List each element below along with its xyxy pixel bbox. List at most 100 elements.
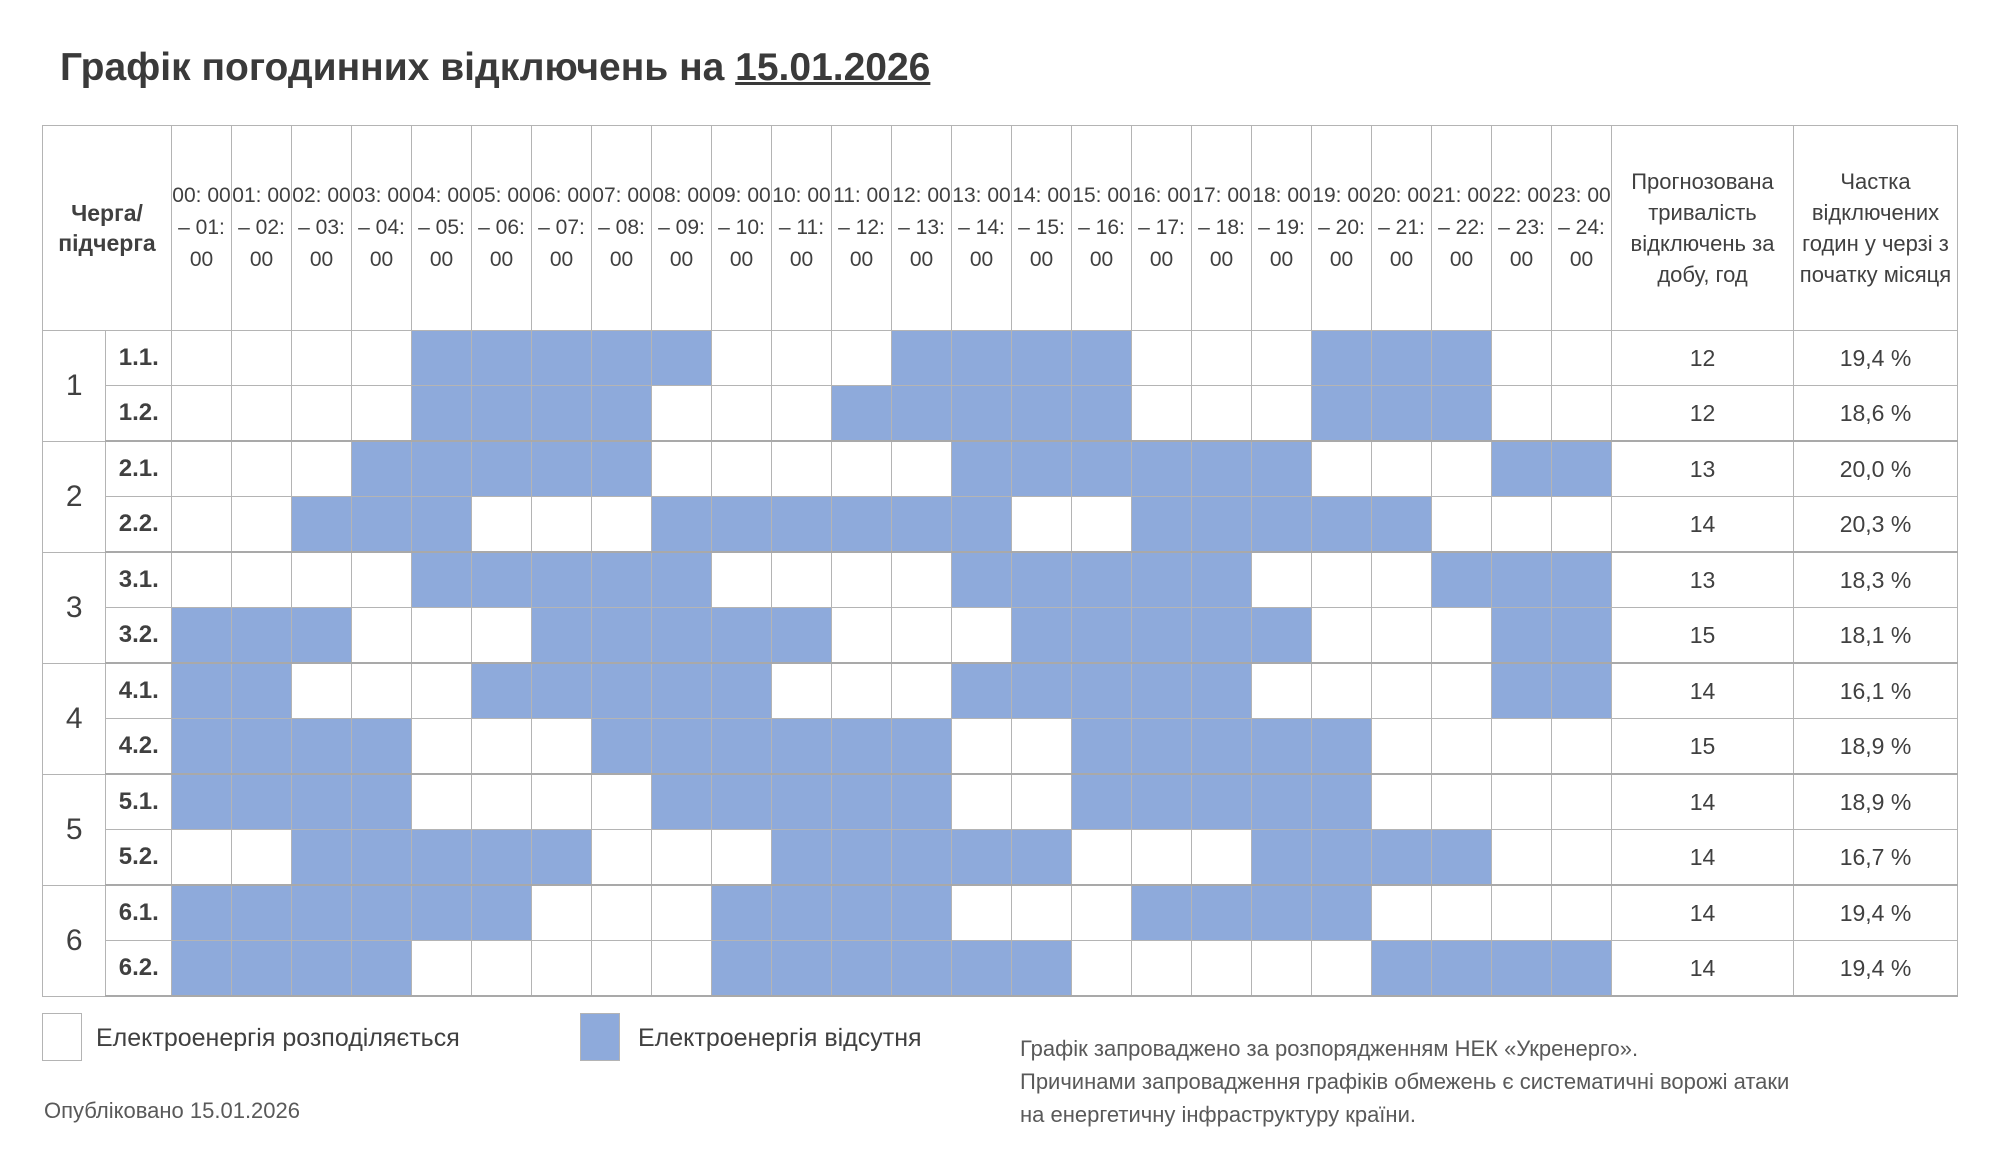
hour-cell-power <box>531 496 592 553</box>
hour-cell-outage <box>1431 551 1492 608</box>
hour-cell-outage <box>591 385 652 442</box>
hour-cell-outage <box>1011 829 1072 886</box>
hour-cell-outage <box>1311 496 1372 553</box>
hour-cell-outage <box>471 884 532 941</box>
hour-cell-power <box>771 551 832 608</box>
hour-cell-power <box>1071 496 1132 553</box>
table-row: 5 5.1. 14 18,9 % <box>41 773 1958 886</box>
hour-cell-power <box>651 829 712 886</box>
hour-header: 18: 00 – 19: 00 <box>1251 125 1312 331</box>
hour-cell-outage <box>951 440 1012 497</box>
hour-cell-outage <box>651 496 712 553</box>
hour-cell-power <box>1011 773 1072 830</box>
share-value: 16,7 % <box>1793 829 1958 886</box>
hour-header: 03: 00 – 04: 00 <box>351 125 412 331</box>
hour-cell-power <box>651 940 712 997</box>
hour-cell-outage <box>1551 607 1612 664</box>
hour-cell-outage <box>1131 884 1192 941</box>
hour-cell-power <box>171 330 232 386</box>
legend-swatch-off <box>580 1013 620 1061</box>
hour-cell-power <box>1251 330 1312 386</box>
hour-cell-power <box>411 607 472 664</box>
hour-cell-outage <box>1131 773 1192 830</box>
duration-value: 15 <box>1611 607 1794 664</box>
hour-cell-outage <box>471 662 532 719</box>
legend-label-on: Електроенергія розподіляється <box>96 1024 460 1052</box>
hour-cell-outage <box>291 940 352 997</box>
hour-header: 08: 00 – 09: 00 <box>651 125 712 331</box>
hour-header: 12: 00 – 13: 00 <box>891 125 952 331</box>
hour-cell-outage <box>1311 385 1372 442</box>
hour-cell-power <box>1311 440 1372 497</box>
hour-cell-outage <box>231 607 292 664</box>
hour-cell-outage <box>171 884 232 941</box>
hour-cell-power <box>1191 385 1252 442</box>
share-value: 18,9 % <box>1793 718 1958 775</box>
hour-cell-power <box>171 440 232 497</box>
hour-cell-outage <box>711 773 772 830</box>
hour-cell-outage <box>411 829 472 886</box>
hour-cell-power <box>771 440 832 497</box>
hour-cell-outage <box>1551 440 1612 497</box>
hour-cell-power <box>1491 884 1552 941</box>
hour-cell-outage <box>351 829 412 886</box>
hour-cell-outage <box>951 940 1012 997</box>
table-row: 6 6.1. 14 19,4 % <box>41 884 1958 997</box>
hour-cell-power <box>291 440 352 497</box>
queue-group-label: 2 <box>41 440 107 553</box>
hour-cell-outage <box>651 773 712 830</box>
hour-cell-power <box>1011 884 1072 941</box>
share-value: 18,3 % <box>1793 551 1958 608</box>
hour-cell-outage <box>171 718 232 775</box>
duration-value: 14 <box>1611 496 1794 553</box>
hour-cell-outage <box>891 496 952 553</box>
hour-header: 06: 00 – 07: 00 <box>531 125 592 331</box>
hour-cell-outage <box>1191 440 1252 497</box>
hour-header: 14: 00 – 15: 00 <box>1011 125 1072 331</box>
hour-cell-outage <box>1131 607 1192 664</box>
hour-cell-outage <box>291 607 352 664</box>
hour-cell-outage <box>1251 773 1312 830</box>
hour-cell-outage <box>231 940 292 997</box>
hour-cell-power <box>1431 662 1492 719</box>
hour-cell-outage <box>771 496 832 553</box>
hour-cell-outage <box>1071 330 1132 386</box>
hour-cell-power <box>1071 829 1132 886</box>
hour-cell-outage <box>951 662 1012 719</box>
hour-cell-outage <box>1131 496 1192 553</box>
hour-cell-outage <box>351 940 412 997</box>
hour-cell-outage <box>831 385 892 442</box>
subqueue-label: 6.2. <box>105 940 172 997</box>
hour-cell-power <box>1551 829 1612 886</box>
hour-cell-outage <box>591 607 652 664</box>
hour-cell-power <box>1371 440 1432 497</box>
hour-cell-power <box>351 330 412 386</box>
hour-header: 19: 00 – 20: 00 <box>1311 125 1372 331</box>
hour-cell-outage <box>411 884 472 941</box>
hour-cell-power <box>831 551 892 608</box>
hour-header: 04: 00 – 05: 00 <box>411 125 472 331</box>
hour-cell-outage <box>1251 718 1312 775</box>
hour-cell-outage <box>411 330 472 386</box>
hour-cell-outage <box>531 385 592 442</box>
hour-header: 15: 00 – 16: 00 <box>1071 125 1132 331</box>
hour-cell-outage <box>651 662 712 719</box>
duration-value: 14 <box>1611 662 1794 719</box>
hour-cell-power <box>411 718 472 775</box>
hour-cell-power <box>1491 496 1552 553</box>
hour-cell-outage <box>1011 940 1072 997</box>
hour-cell-outage <box>471 440 532 497</box>
hour-cell-outage <box>1431 330 1492 386</box>
hour-cell-outage <box>171 662 232 719</box>
hour-header: 02: 00 – 03: 00 <box>291 125 352 331</box>
hour-cell-outage <box>1491 662 1552 719</box>
hour-cell-outage <box>1191 884 1252 941</box>
hour-cell-power <box>831 607 892 664</box>
hour-cell-outage <box>1011 385 1072 442</box>
hour-header: 20: 00 – 21: 00 <box>1371 125 1432 331</box>
hour-cell-power <box>171 496 232 553</box>
hour-cell-power <box>951 718 1012 775</box>
hour-cell-power <box>471 940 532 997</box>
hour-cell-outage <box>891 829 952 886</box>
duration-value: 14 <box>1611 829 1794 886</box>
